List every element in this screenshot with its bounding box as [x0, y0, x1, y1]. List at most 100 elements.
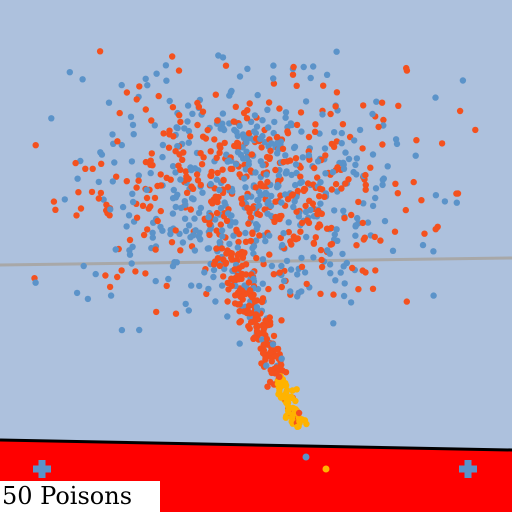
particle — [73, 289, 81, 297]
particle — [350, 168, 357, 176]
particle — [329, 168, 337, 176]
particle — [202, 135, 210, 142]
particle — [292, 181, 299, 189]
particle — [331, 129, 338, 136]
particle — [193, 171, 201, 178]
particle — [123, 178, 130, 185]
particle — [394, 190, 401, 197]
particle — [52, 206, 59, 213]
particle — [77, 205, 85, 212]
particle — [129, 198, 137, 206]
particle — [317, 200, 324, 207]
particle — [270, 80, 278, 87]
particle — [126, 236, 134, 244]
particle — [305, 152, 313, 159]
particle — [222, 62, 230, 69]
particle — [174, 124, 181, 132]
particle — [267, 147, 274, 154]
particle — [274, 139, 281, 147]
particle — [142, 270, 149, 277]
particle — [360, 102, 367, 109]
particle — [196, 282, 203, 290]
particle — [261, 139, 268, 146]
particle — [185, 139, 192, 146]
particle — [127, 113, 135, 121]
particle — [322, 152, 329, 159]
particle — [274, 380, 282, 388]
particle — [61, 196, 68, 203]
particle — [166, 127, 173, 134]
floor-particle — [302, 453, 310, 461]
particle — [338, 140, 345, 147]
particle — [391, 228, 399, 235]
particle — [129, 121, 137, 129]
particle — [142, 75, 149, 83]
particle — [79, 76, 86, 83]
particle — [272, 166, 279, 174]
particle — [245, 161, 252, 168]
particle — [205, 213, 212, 221]
particle — [244, 65, 251, 73]
particle — [379, 141, 386, 148]
particle — [292, 236, 299, 243]
particle — [199, 108, 207, 115]
particle — [218, 227, 226, 234]
particle — [187, 206, 194, 213]
particle — [118, 81, 125, 89]
particle — [203, 290, 210, 298]
particle — [157, 182, 165, 189]
particle — [250, 243, 258, 250]
particle — [345, 155, 353, 163]
particle — [133, 184, 140, 191]
particle — [393, 140, 401, 148]
particle — [173, 259, 180, 266]
particle — [226, 240, 233, 248]
particle — [264, 200, 271, 207]
particle — [459, 77, 467, 84]
particle — [263, 362, 270, 369]
particle — [254, 91, 261, 99]
particle — [355, 198, 362, 206]
particle — [32, 279, 39, 286]
particle — [352, 222, 360, 229]
particle — [268, 369, 275, 377]
particle — [235, 238, 242, 246]
particle — [321, 193, 328, 200]
particle — [109, 131, 116, 138]
particle — [438, 140, 446, 147]
particle-swarm — [31, 48, 479, 430]
particle — [340, 165, 348, 172]
particle — [97, 149, 104, 156]
particle — [157, 207, 164, 215]
particle — [259, 256, 267, 263]
particle — [326, 261, 334, 268]
particle — [201, 269, 208, 276]
particle — [252, 311, 260, 318]
particle — [220, 273, 227, 280]
particle — [143, 194, 151, 202]
particle — [241, 175, 248, 182]
particle — [291, 143, 299, 150]
particle — [292, 155, 300, 162]
particle — [205, 285, 212, 293]
particle — [341, 280, 348, 287]
particle — [194, 99, 201, 107]
particle — [204, 245, 211, 252]
particle — [362, 186, 369, 193]
particle — [360, 236, 367, 243]
particle — [224, 210, 232, 217]
particle — [112, 246, 119, 253]
particle — [371, 233, 378, 241]
particle — [372, 194, 379, 202]
health-pickup-right-plus-icon — [459, 460, 477, 478]
particle — [311, 164, 318, 172]
particle — [268, 140, 275, 147]
particle — [185, 222, 193, 229]
particle — [331, 231, 338, 238]
particle — [247, 214, 255, 221]
particle — [265, 285, 272, 293]
particle — [169, 210, 177, 217]
particle — [244, 306, 251, 314]
